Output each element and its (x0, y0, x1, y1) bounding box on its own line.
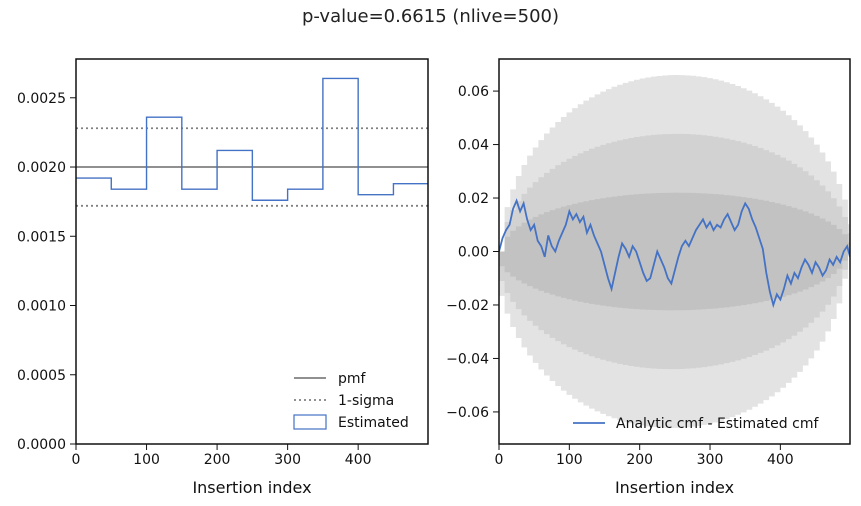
x-tick-label: 200 (204, 452, 231, 468)
plot-area-right (499, 75, 850, 428)
x-tick-label: 100 (556, 452, 583, 468)
x-tick-label: 300 (274, 452, 301, 468)
legend-label: 1-sigma (338, 393, 394, 409)
x-axis-label: Insertion index (615, 478, 734, 497)
legend-left: pmf 1-sigma Estimated (293, 371, 409, 431)
y-tick-label: 0.0025 (17, 91, 66, 107)
legend-swatch-estimated (293, 414, 327, 430)
y-tick-label: −0.02 (446, 298, 489, 314)
x-tick-label: 200 (626, 452, 653, 468)
axes-frame (498, 58, 851, 445)
x-tick-label: 300 (697, 452, 724, 468)
y-tick-label: 0.02 (458, 191, 489, 207)
legend-right: Analytic cmf - Estimated cmf (573, 416, 819, 432)
axes-left: 0 100 200 300 400 0.0000 0.0005 0.0010 0.0015 0.0… (17, 58, 429, 497)
y-tick-label: 0.0005 (17, 368, 66, 384)
y-tick-label: 0.04 (458, 138, 489, 154)
x-tick-label: 400 (767, 452, 794, 468)
y-tick-label: 0.0010 (17, 299, 66, 315)
legend-label: Estimated (338, 415, 409, 431)
legend-label: Analytic cmf - Estimated cmf (616, 416, 819, 432)
figure-title: p-value=0.6615 (nlive=500) (301, 6, 559, 27)
x-tick-label: 100 (133, 452, 160, 468)
estimated-step-line (76, 77, 428, 201)
axes-right: 0 100 200 300 400 −0.06 −0.04 −0.02 0.00 0.02 0.04… (446, 58, 851, 497)
y-tick-label: −0.04 (446, 351, 489, 367)
y-tick-label: 0.06 (458, 84, 489, 100)
x-tick-label: 0 (495, 452, 504, 468)
y-tick-label: 0.0020 (17, 160, 66, 176)
axes-frame (75, 58, 429, 445)
y-tick-label: −0.06 (446, 405, 489, 421)
sigma-band-1-sigma (499, 192, 850, 311)
y-tick-label: 0.00 (458, 245, 489, 261)
x-tick-label: 0 (72, 452, 81, 468)
legend-label: pmf (338, 371, 367, 387)
y-tick-label: 0.0000 (17, 437, 66, 453)
plot-area-left (76, 77, 428, 207)
cmf-difference-line (499, 198, 850, 309)
x-axis-label: Insertion index (192, 478, 311, 497)
y-tick-label: 0.0015 (17, 229, 66, 245)
x-tick-label: 400 (345, 452, 372, 468)
